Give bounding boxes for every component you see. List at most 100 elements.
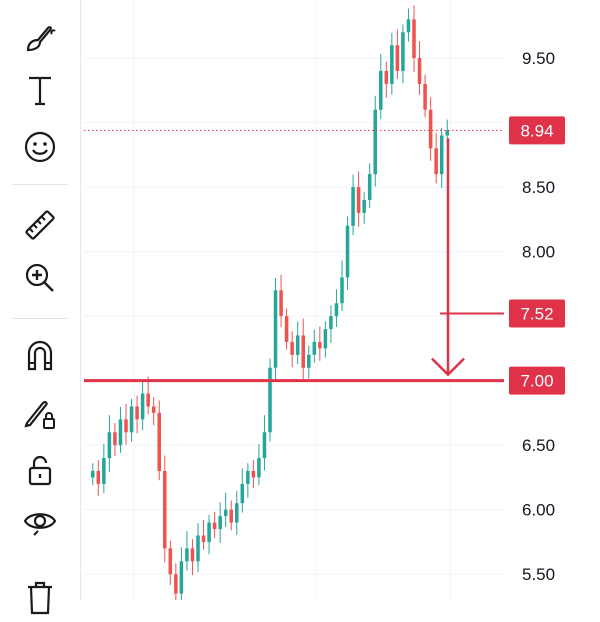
candle-body: [223, 509, 228, 517]
candle-body: [190, 548, 195, 562]
y-tick-label: 5.50: [522, 565, 555, 584]
brush-tool[interactable]: [15, 13, 65, 63]
candle-body: [163, 470, 167, 549]
magnet-icon: [27, 340, 53, 371]
ruler-tool[interactable]: [15, 200, 65, 250]
y-tick-label: 8.50: [522, 178, 555, 197]
candle-body: [113, 432, 117, 446]
y-tick-label: 9.50: [522, 49, 555, 68]
price-chart[interactable]: 9.509.008.508.007.507.006.506.005.508.94…: [84, 0, 600, 600]
candle-body: [329, 316, 333, 330]
ruler-icon: [25, 210, 55, 240]
candle-body: [151, 406, 156, 413]
candle-body: [345, 225, 350, 278]
lock-drawings-tool[interactable]: [15, 388, 65, 438]
candle-body: [390, 45, 394, 84]
zoom-in-icon: [25, 263, 54, 292]
candle-body: [301, 335, 305, 368]
candle-body: [102, 458, 106, 484]
candle-body: [401, 32, 405, 71]
candle-body: [201, 535, 206, 542]
brush-icon: [26, 26, 56, 52]
candle-body: [406, 19, 411, 33]
candle-body: [235, 503, 239, 523]
candle-body: [367, 174, 372, 200]
candle-body: [179, 561, 184, 594]
candle-body: [423, 83, 427, 110]
trash-icon: [28, 581, 52, 615]
y-tick-label: 8.00: [522, 243, 555, 262]
drawing-toolbar: [0, 0, 81, 615]
candle-body: [251, 470, 256, 478]
candle-body: [91, 470, 95, 478]
target-level-badge: [509, 299, 565, 328]
emoji-icon: [24, 131, 56, 163]
candle-body: [96, 470, 101, 484]
candle-body: [268, 367, 272, 433]
candle-body: [218, 516, 222, 530]
candle-body: [168, 548, 173, 575]
candle-body: [140, 393, 145, 420]
candle-body: [129, 406, 134, 433]
eye-tool[interactable]: [15, 497, 65, 547]
emoji-tool[interactable]: [15, 122, 65, 172]
candle-body: [262, 432, 267, 459]
trash-tool[interactable]: [15, 572, 65, 622]
chart-canvas[interactable]: 9.509.008.508.007.507.006.506.005.508.94…: [84, 0, 600, 600]
candle-body: [434, 148, 438, 175]
candle-body: [295, 335, 300, 355]
candle-body: [196, 535, 200, 562]
candle-body: [356, 187, 361, 213]
candle-body: [118, 419, 123, 446]
text-tool[interactable]: [15, 65, 65, 115]
eye-icon: [23, 513, 57, 536]
candle-body: [323, 329, 328, 349]
candle-body: [379, 70, 383, 110]
candle-body: [273, 290, 278, 368]
candle-body: [174, 574, 178, 594]
candle-body: [417, 58, 422, 84]
candle-body: [107, 432, 112, 459]
candle-body: [384, 70, 389, 84]
candle-body: [412, 19, 416, 59]
candle-body: [284, 316, 289, 342]
target-level-badge-label: 7.52: [520, 305, 553, 324]
candle-body: [246, 470, 250, 484]
lock-drawings-icon: [24, 401, 55, 429]
candle-body: [318, 341, 322, 349]
candle-body: [229, 509, 233, 523]
candle-body: [157, 412, 161, 471]
candle-body: [428, 109, 433, 149]
candle-body: [279, 290, 283, 317]
candle-body: [185, 548, 189, 562]
y-tick-label: 6.50: [522, 436, 555, 455]
candle-body: [135, 406, 139, 420]
magnet-tool[interactable]: [15, 330, 65, 380]
current-price-badge-label: 8.94: [520, 121, 553, 140]
unlock-icon: [28, 455, 52, 486]
candle-body: [439, 135, 444, 175]
candle-body: [307, 354, 311, 368]
candle-body: [312, 341, 317, 355]
candle-body: [207, 522, 211, 542]
candle-body: [290, 341, 294, 355]
candle-body: [334, 303, 339, 317]
unlock-tool[interactable]: [15, 445, 65, 495]
candle-body: [351, 187, 355, 226]
candle-body: [146, 393, 150, 407]
candle-body: [257, 458, 261, 478]
arrow-head: [431, 357, 465, 377]
candle-body: [124, 419, 128, 433]
candle-body: [395, 45, 400, 71]
support-level-badge-label: 7.00: [520, 372, 553, 391]
candle-body: [340, 277, 344, 304]
candle-body: [240, 483, 245, 504]
y-tick-label: 6.00: [522, 501, 555, 520]
candle-body: [373, 109, 377, 175]
text-icon: [29, 76, 51, 106]
zoom-in-tool[interactable]: [15, 253, 65, 303]
candle-body: [212, 522, 217, 530]
candle-body: [362, 200, 366, 213]
support-level-badge: [509, 366, 565, 395]
candle-body: [445, 130, 449, 136]
